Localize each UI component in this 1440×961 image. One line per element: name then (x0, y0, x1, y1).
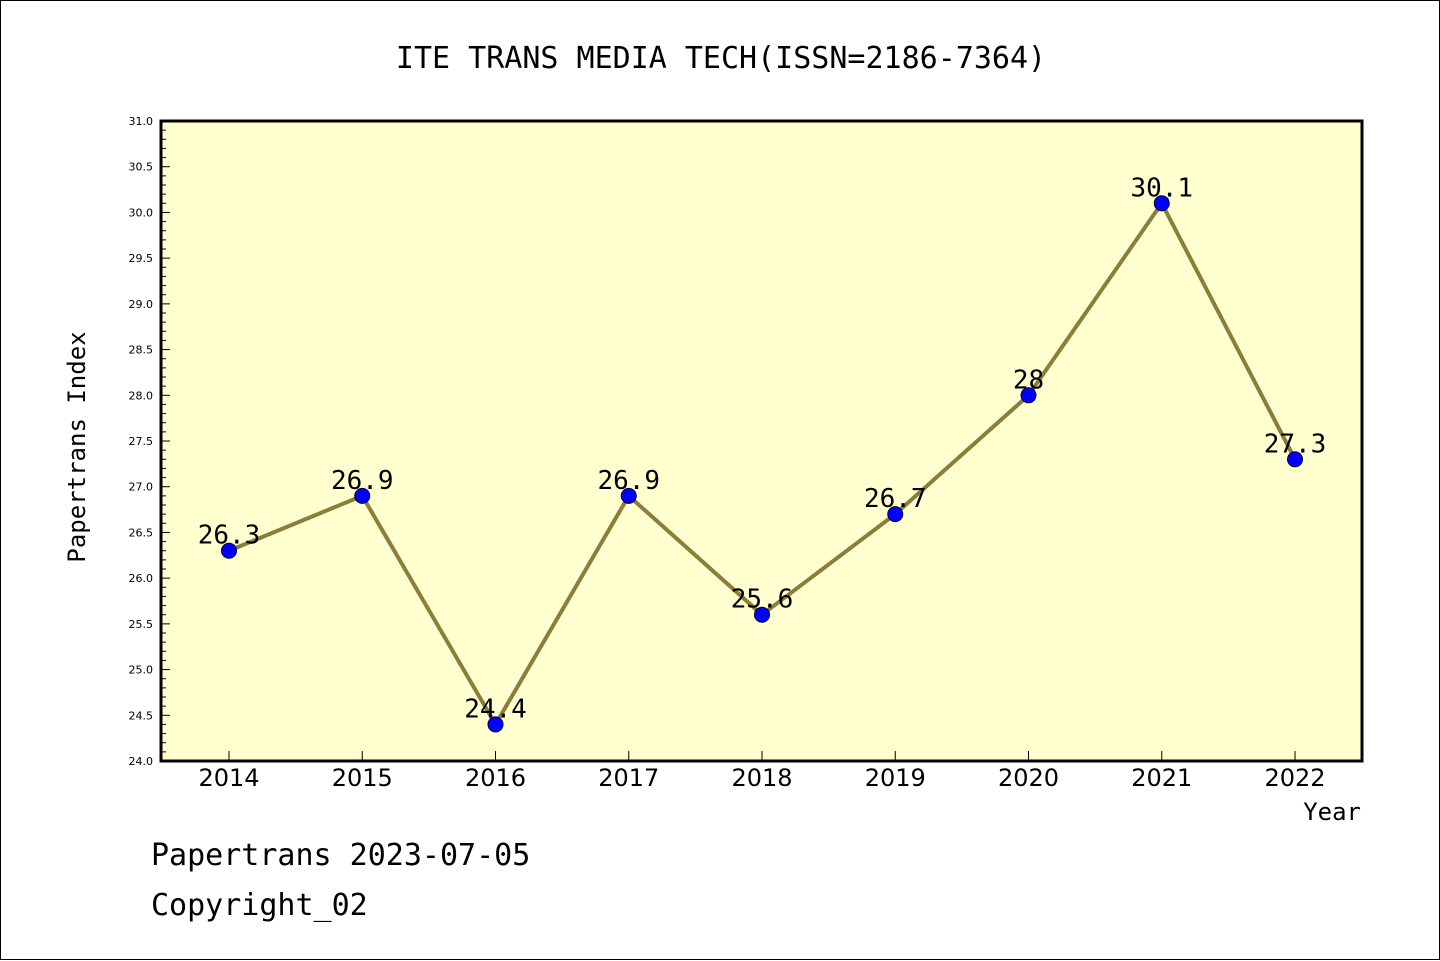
x-axis-label: Year (1303, 798, 1361, 826)
x-tick-label: 2019 (865, 764, 926, 792)
data-label: 26.7 (864, 484, 927, 514)
x-tick-label: 2014 (198, 764, 259, 792)
data-point (354, 487, 371, 504)
y-tick-label: 29.5 (129, 252, 154, 265)
data-label: 27.3 (1264, 429, 1327, 459)
data-label: 26.9 (597, 466, 660, 496)
x-tick-label: 2016 (465, 764, 526, 792)
chart-title: ITE TRANS MEDIA TECH(ISSN=2186-7364) (396, 41, 1046, 76)
x-axis-ticks: 2014 2015 2016 2017 2018 2019 2020 2021 2022 (198, 751, 1326, 792)
footer-copyright: Copyright_02 (151, 888, 368, 923)
y-tick-label: 26.0 (129, 572, 154, 585)
data-point (1287, 451, 1303, 468)
plot-border (159, 119, 1364, 763)
y-tick-label: 27.5 (129, 435, 154, 448)
y-tick-label: 25.5 (129, 618, 154, 631)
x-tick-label: 2022 (1264, 764, 1325, 792)
data-label: 30.1 (1130, 173, 1193, 203)
x-tick-label: 2021 (1131, 764, 1192, 792)
data-point (1020, 387, 1037, 404)
series (221, 195, 1303, 733)
x-tick-label: 2018 (731, 764, 792, 792)
y-axis-ticks: 24.0 24.5 25.0 25.5 26.0 26.5 27.0 27.5 28.0 28.5… (129, 115, 170, 768)
data-point (1153, 195, 1170, 212)
data-point (887, 506, 904, 523)
y-tick-label: 27.0 (129, 481, 154, 494)
data-point (620, 487, 637, 504)
data-label: 24.4 (464, 694, 527, 724)
y-tick-label: 30.5 (129, 161, 154, 174)
data-point (487, 716, 504, 733)
data-labels: 26.3 26.9 24.4 26.9 25.6 26.7 28 30.1 27.3 (198, 173, 1327, 724)
data-point (754, 606, 770, 623)
x-tick-label: 2020 (998, 764, 1059, 792)
x-tick-label: 2017 (598, 764, 659, 792)
y-axis-label: Papertrans Index (63, 331, 91, 562)
y-tick-label: 28.5 (129, 344, 154, 357)
y-tick-label: 26.5 (129, 526, 154, 539)
y-tick-label: 25.0 (129, 664, 154, 677)
y-tick-label: 31.0 (129, 115, 154, 128)
data-label: 28 (1013, 365, 1044, 395)
data-label: 26.3 (198, 521, 261, 551)
plot-area (161, 121, 1362, 761)
data-label: 26.9 (331, 466, 394, 496)
data-label: 25.6 (731, 585, 794, 615)
data-point (221, 542, 237, 559)
footer-date: Papertrans 2023-07-05 (151, 838, 530, 873)
x-tick-label: 2015 (332, 764, 393, 792)
y-tick-label: 30.0 (129, 206, 154, 219)
y-tick-label: 29.0 (129, 298, 154, 311)
y-tick-label: 24.5 (129, 709, 154, 722)
y-tick-label: 28.0 (129, 389, 154, 402)
y-tick-label: 24.0 (129, 755, 154, 768)
